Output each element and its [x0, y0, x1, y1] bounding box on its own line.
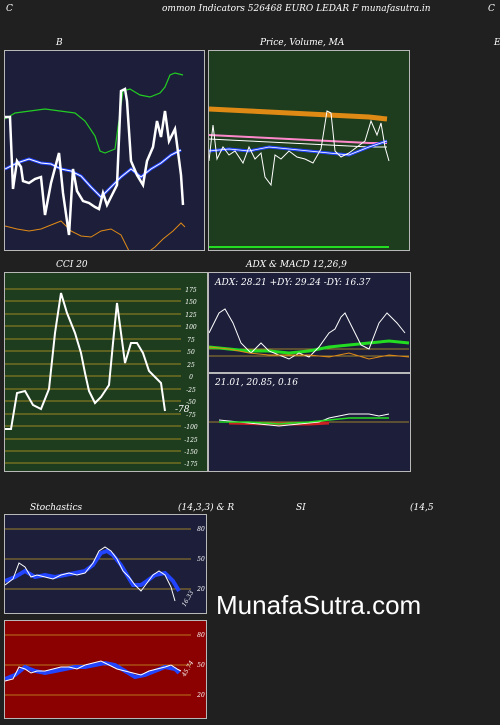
bollinger-plot [4, 72, 186, 258]
bollinger-upper-band [4, 72, 184, 154]
rsi-level-20: 20 [196, 692, 205, 699]
rsi-current-value: 45.74 [180, 659, 195, 678]
price-label: Price, Volume, MA [260, 38, 345, 48]
adx-line [208, 339, 410, 355]
rsi-level-50: 50 [197, 662, 205, 669]
bollinger-price-line [5, 87, 185, 236]
rsi-plot: 80 50 20 45.74 [4, 632, 205, 699]
macd-plot: 21.01, 20.85, 0.16 [209, 378, 409, 427]
cci-chart[interactable]: 175 150 125 100 75 50 25 0 -25 -50 -75 -… [4, 272, 208, 472]
stoch-level-80: 80 [197, 526, 205, 533]
cci-level-50: 50 [187, 349, 195, 356]
cci-level-minus-50: -50 [186, 399, 196, 406]
stochastics-params: (14,3,3) & R [178, 503, 235, 513]
bollinger-lower-band [4, 220, 186, 258]
cci-line [5, 292, 166, 430]
cci-level-100: 100 [185, 324, 197, 331]
ma-pink-line [208, 134, 387, 144]
stochastics-label: Stochastics [30, 503, 83, 513]
stoch-level-20: 20 [196, 586, 205, 593]
bollinger-middle-band-highlight [4, 149, 182, 198]
price-chart[interactable] [208, 50, 410, 251]
bollinger-middle-band [4, 148, 182, 200]
rsi-label: SI [296, 503, 306, 513]
adx-values: ADX: 28.21 +DY: 29.24 -DY: 16.37 [214, 278, 371, 288]
bollinger-label: B [56, 38, 63, 48]
cci-level-150: 150 [185, 299, 197, 306]
macd-signal [219, 417, 389, 425]
adx-chart[interactable]: ADX: 28.21 +DY: 29.24 -DY: 16.37 [208, 272, 411, 373]
page-title: ommon Indicators 526468 EURO LEDAR F mun… [162, 4, 431, 14]
header-right-letter: C [488, 4, 495, 14]
macd-chart[interactable]: 21.01, 20.85, 0.16 [208, 373, 411, 472]
rsi-params: (14,5 [410, 503, 434, 513]
cci-label: CCI 20 [56, 260, 88, 270]
rsi-line [4, 660, 182, 682]
stochastics-chart[interactable]: 80 50 20 16.33 [4, 514, 207, 614]
stoch-level-50: 50 [197, 556, 205, 563]
header-left-letter: C [6, 4, 13, 14]
ma-blue-line-highlight [208, 140, 388, 156]
cci-level-minus-150: -150 [184, 449, 198, 456]
stochastics-plot: 80 50 20 16.33 [4, 526, 205, 608]
price-right-letter: E [494, 38, 500, 48]
cci-level-minus-100: -100 [184, 424, 198, 431]
stoch-current-value: 16.33 [181, 589, 196, 608]
cci-level-0: 0 [189, 374, 193, 381]
cci-plot: 175 150 125 100 75 50 25 0 -25 -50 -75 -… [5, 287, 198, 468]
stochastics-d-line [4, 548, 181, 593]
cci-level-minus-125: -125 [184, 437, 198, 444]
cci-level-175: 175 [185, 287, 197, 294]
cci-level-75: 75 [187, 337, 195, 344]
rsi-level-80: 80 [197, 632, 205, 639]
macd-values: 21.01, 20.85, 0.16 [214, 378, 298, 388]
cci-level-minus-175: -175 [184, 461, 198, 468]
adx-plus-dy [208, 308, 406, 360]
stochastics-k-line [4, 546, 176, 602]
cci-level-25: 25 [186, 362, 195, 369]
price-plot [208, 106, 390, 248]
watermark: MunafaSutra.com [216, 590, 422, 620]
adx-plot: ADX: 28.21 +DY: 29.24 -DY: 16.37 [208, 278, 410, 360]
cci-level-minus-25: -25 [186, 387, 196, 394]
adx-macd-label: ADX & MACD 12,26,9 [246, 260, 347, 270]
rsi-smooth-line [4, 660, 181, 681]
cci-current-value: -78 [175, 405, 190, 415]
rsi-chart[interactable]: 80 50 20 45.74 [4, 620, 207, 719]
cci-level-125: 125 [185, 312, 197, 319]
bollinger-chart[interactable] [4, 50, 205, 258]
cci-level-minus-75: -75 [186, 412, 196, 419]
ma-orange-band [208, 106, 388, 122]
adx-minus-dy [208, 346, 410, 360]
price-line [208, 110, 390, 187]
